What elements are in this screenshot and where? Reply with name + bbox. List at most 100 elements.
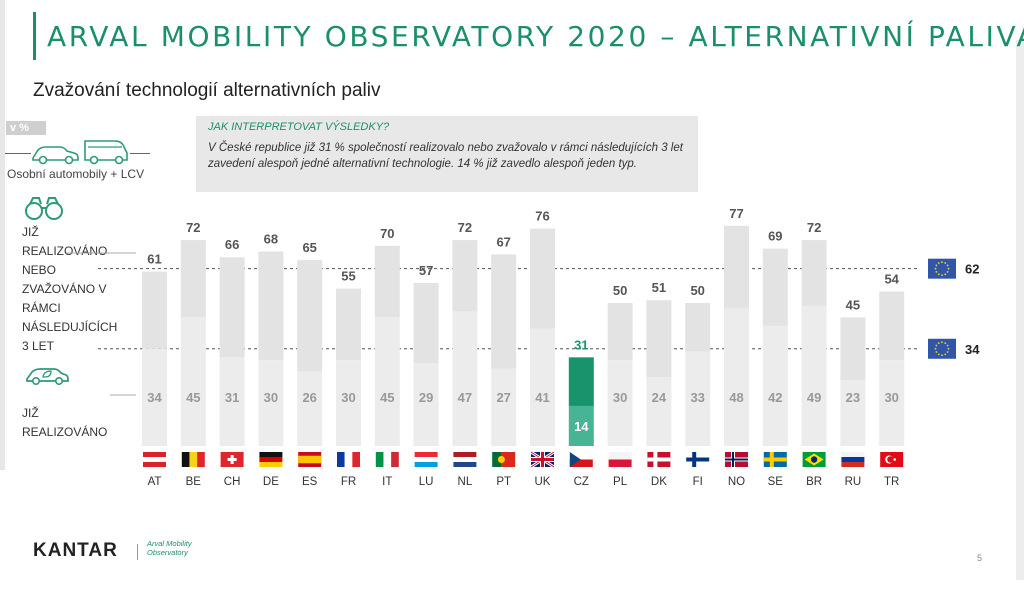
legend-considered-line: JIŽ bbox=[22, 225, 39, 239]
bar-total bbox=[142, 271, 167, 349]
bar-implemented bbox=[180, 317, 206, 446]
bar-total-label: 55 bbox=[341, 269, 355, 284]
flag-it-icon bbox=[375, 452, 399, 467]
flag-part bbox=[337, 452, 345, 467]
eu-star bbox=[946, 271, 949, 273]
bar-implemented bbox=[879, 360, 905, 446]
flag-part bbox=[763, 457, 787, 462]
eu-star bbox=[935, 264, 938, 267]
eu-star bbox=[944, 262, 947, 264]
bar-implemented-label: 14 bbox=[574, 419, 589, 434]
flag-part bbox=[569, 452, 593, 460]
bar-implemented bbox=[491, 368, 517, 446]
bar-implemented-label: 24 bbox=[652, 390, 667, 405]
bar-implemented-label: 23 bbox=[846, 390, 860, 405]
category-label: CH bbox=[224, 476, 241, 488]
bar-implemented bbox=[607, 360, 633, 446]
eco-car-icon bbox=[26, 368, 69, 386]
bar-implemented-label: 45 bbox=[380, 390, 394, 405]
flag-nl-icon bbox=[453, 452, 477, 467]
bar-implemented-label: 30 bbox=[884, 390, 898, 405]
bar-total-label: 69 bbox=[768, 229, 782, 244]
flag-part bbox=[259, 462, 283, 467]
legend-considered-line: NEBO bbox=[22, 263, 57, 277]
flag-part bbox=[887, 456, 894, 463]
bar-total-label: 65 bbox=[302, 240, 316, 255]
eu-star bbox=[947, 267, 950, 270]
reference-value-label: 34 bbox=[965, 342, 980, 357]
info-heading: JAK INTERPRETOVAT VÝSLEDKY? bbox=[208, 121, 390, 133]
flag-fi-icon bbox=[686, 452, 710, 467]
flag-part bbox=[298, 455, 322, 464]
bar-implemented-label: 31 bbox=[225, 390, 239, 405]
flag-fr-icon bbox=[337, 452, 360, 467]
legend-considered-label: JIŽ REALIZOVÁNO NEBO ZVAŽOVÁNO V RÁMCI N… bbox=[22, 223, 117, 356]
logo-line-2: Observatory bbox=[147, 548, 188, 557]
legend-implemented-line: REALIZOVÁNO bbox=[22, 425, 108, 439]
category-label: DK bbox=[651, 476, 667, 488]
bar-total-label: 67 bbox=[496, 234, 510, 249]
flag-part bbox=[227, 458, 237, 461]
page-number: 5 bbox=[977, 553, 983, 563]
category-label: RU bbox=[845, 476, 862, 488]
bar-total bbox=[413, 282, 439, 364]
flag-part bbox=[352, 452, 360, 467]
flag-be-icon bbox=[181, 452, 205, 467]
bar-implemented bbox=[840, 380, 866, 446]
category-label: PL bbox=[613, 476, 628, 488]
flag-part bbox=[569, 459, 593, 467]
flag-part bbox=[259, 452, 283, 457]
eu-star bbox=[946, 344, 949, 347]
flag-part bbox=[391, 452, 399, 467]
category-label: SE bbox=[768, 476, 784, 488]
bar-total bbox=[607, 303, 633, 361]
bar-total bbox=[336, 288, 361, 361]
flag-part bbox=[725, 458, 748, 461]
bar-implemented bbox=[724, 308, 749, 446]
bar-implemented bbox=[452, 311, 478, 446]
flag-part bbox=[143, 462, 166, 467]
category-label: CZ bbox=[574, 476, 589, 488]
flag-part bbox=[492, 452, 502, 467]
flag-part bbox=[453, 462, 477, 467]
eu-star bbox=[935, 344, 938, 347]
bar-total-label: 57 bbox=[419, 263, 433, 278]
vehicles-divider-right bbox=[130, 153, 150, 154]
flag-part bbox=[686, 457, 710, 462]
flag-part bbox=[453, 452, 477, 457]
flag-part bbox=[375, 452, 384, 467]
bar-total bbox=[685, 303, 711, 352]
flag-part bbox=[569, 452, 581, 467]
bar-implemented bbox=[142, 348, 167, 446]
flag-part bbox=[259, 457, 283, 462]
bar-implemented-label: 30 bbox=[264, 390, 278, 405]
bar-implemented bbox=[685, 351, 711, 446]
eu-star bbox=[944, 342, 947, 345]
category-label: ES bbox=[302, 476, 318, 488]
flag-de-icon bbox=[259, 452, 283, 467]
eu-star bbox=[947, 347, 950, 350]
bar-total bbox=[452, 240, 478, 312]
flag-part bbox=[841, 462, 865, 467]
flag-br-icon bbox=[802, 452, 826, 467]
flag-part bbox=[344, 452, 353, 467]
bar-total-label: 76 bbox=[535, 209, 549, 224]
flag-cz-icon bbox=[569, 452, 593, 467]
category-label: TR bbox=[884, 476, 899, 488]
bar-implemented-label: 27 bbox=[496, 390, 510, 405]
bar-total-label: 72 bbox=[807, 220, 821, 235]
bar-total bbox=[762, 248, 788, 326]
eu-star bbox=[946, 264, 949, 267]
category-label: FI bbox=[693, 476, 703, 488]
bar-total bbox=[374, 245, 400, 318]
bar-total bbox=[180, 240, 206, 318]
category-label: BR bbox=[806, 476, 822, 488]
flag-ch-icon bbox=[220, 452, 244, 467]
category-label: FR bbox=[341, 476, 356, 488]
bar-implemented-label: 33 bbox=[690, 390, 704, 405]
flag-lu-icon bbox=[414, 452, 438, 467]
bar-implemented-label: 42 bbox=[768, 390, 782, 405]
eu-star bbox=[937, 262, 940, 264]
eu-star bbox=[941, 274, 943, 277]
